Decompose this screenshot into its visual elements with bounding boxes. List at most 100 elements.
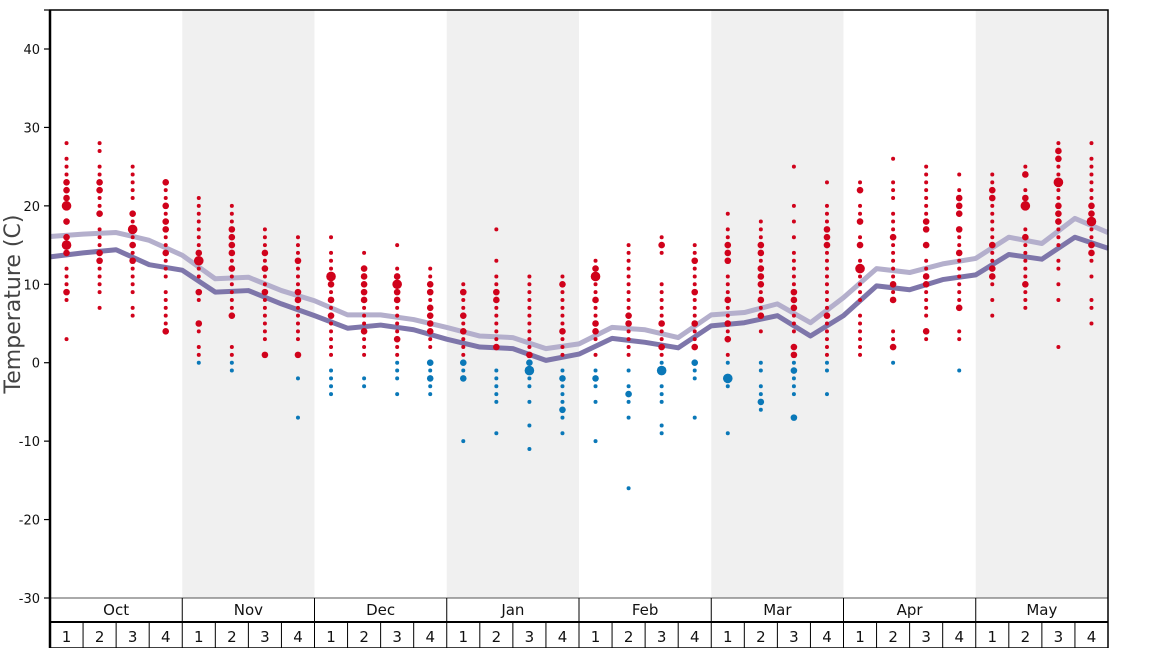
- data-point: [63, 249, 70, 257]
- data-point: [196, 227, 201, 232]
- data-point: [988, 273, 996, 280]
- data-point: [527, 282, 532, 287]
- data-point: [758, 392, 763, 397]
- data-point: [656, 365, 667, 376]
- data-point: [130, 274, 135, 279]
- data-point: [824, 282, 829, 287]
- data-point: [691, 359, 699, 367]
- data-point: [790, 288, 798, 296]
- y-tick-label: -20: [19, 514, 40, 529]
- data-point: [163, 305, 168, 310]
- data-point: [426, 304, 434, 312]
- y-tick-label: 10: [23, 278, 40, 293]
- data-point: [924, 266, 929, 271]
- data-point: [658, 343, 665, 351]
- data-point: [922, 328, 930, 335]
- data-point: [329, 290, 334, 295]
- data-point: [395, 243, 400, 248]
- data-point: [988, 186, 996, 194]
- data-point: [228, 233, 236, 241]
- data-point: [61, 201, 72, 211]
- data-point: [261, 265, 269, 272]
- y-tick-label: 40: [23, 43, 40, 58]
- data-point: [889, 343, 897, 351]
- data-point: [494, 305, 499, 310]
- data-point: [97, 243, 102, 248]
- data-point: [229, 305, 234, 310]
- data-point: [64, 164, 69, 169]
- data-point: [392, 279, 402, 290]
- data-point: [1023, 188, 1028, 193]
- data-point: [692, 337, 697, 342]
- data-point: [329, 384, 334, 389]
- data-point: [659, 423, 664, 428]
- data-point: [626, 274, 631, 279]
- data-point: [393, 288, 401, 296]
- data-point: [559, 280, 566, 288]
- data-point: [1088, 241, 1095, 249]
- data-point: [891, 227, 896, 232]
- data-point: [426, 320, 434, 327]
- week-label: 3: [789, 628, 799, 646]
- week-label: 4: [293, 628, 303, 646]
- data-point: [1055, 218, 1062, 225]
- data-point: [129, 210, 136, 217]
- data-point: [659, 282, 664, 287]
- data-point: [1056, 141, 1061, 146]
- data-point: [526, 359, 533, 367]
- data-point: [326, 271, 336, 282]
- data-point: [593, 352, 598, 357]
- data-point: [593, 439, 598, 444]
- data-point: [626, 345, 631, 350]
- data-point: [659, 352, 664, 357]
- data-point: [196, 219, 201, 224]
- data-point: [824, 203, 829, 208]
- data-point: [395, 392, 400, 397]
- data-point: [527, 274, 532, 279]
- data-point: [725, 313, 730, 318]
- data-point: [824, 368, 829, 373]
- data-point: [593, 384, 598, 389]
- data-point: [1056, 196, 1061, 201]
- data-point: [626, 290, 631, 295]
- data-point: [757, 273, 765, 280]
- data-point: [295, 282, 300, 287]
- month-shading: [182, 10, 1108, 598]
- y-tick-label: 20: [23, 200, 40, 215]
- data-point: [295, 329, 300, 334]
- week-label: 1: [723, 628, 733, 646]
- data-point: [758, 368, 763, 373]
- data-point: [362, 250, 367, 255]
- data-point: [659, 329, 664, 334]
- data-point: [593, 313, 598, 318]
- data-point: [527, 290, 532, 295]
- data-point: [229, 360, 234, 365]
- data-point: [1023, 258, 1028, 263]
- data-point: [790, 414, 798, 421]
- data-point: [229, 345, 234, 350]
- data-point: [461, 297, 466, 302]
- data-point: [824, 258, 829, 263]
- data-point: [692, 305, 697, 310]
- data-point: [162, 226, 170, 233]
- data-point: [129, 257, 136, 265]
- data-point: [262, 305, 267, 310]
- data-point: [527, 313, 532, 318]
- data-point: [329, 368, 334, 373]
- data-point: [195, 320, 203, 327]
- month-label-dec: Dec: [366, 601, 395, 619]
- data-point: [560, 313, 565, 318]
- week-label: 3: [657, 628, 667, 646]
- data-point: [593, 282, 598, 287]
- data-point: [329, 250, 334, 255]
- data-point: [659, 305, 664, 310]
- data-point: [791, 313, 796, 318]
- data-point: [626, 305, 631, 310]
- week-label: 1: [459, 628, 469, 646]
- data-point: [295, 305, 300, 310]
- data-point: [758, 407, 763, 412]
- data-point: [461, 337, 466, 342]
- data-point: [1089, 235, 1094, 240]
- data-point: [823, 233, 831, 241]
- month-label-nov: Nov: [234, 601, 263, 619]
